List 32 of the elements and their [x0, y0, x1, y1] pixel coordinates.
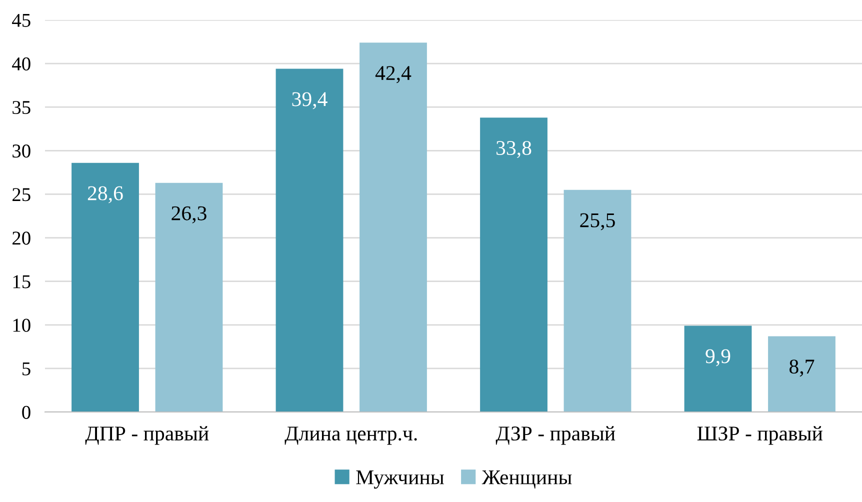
bar: [768, 336, 836, 412]
y-tick-label: 20: [12, 232, 30, 245]
x-tick-label: ДПР - правый: [85, 426, 209, 445]
data-label: 26,3: [172, 206, 206, 224]
bar: [564, 190, 632, 412]
y-tick-label: 40: [12, 57, 30, 70]
bar: [684, 326, 752, 412]
y-tick-label: 45: [12, 14, 30, 27]
x-tick-label: ДЗР - правый: [496, 426, 616, 445]
data-label: 25,5: [580, 213, 615, 230]
data-label: 33,8: [496, 140, 532, 158]
y-tick-label: 5: [22, 362, 30, 376]
x-tick-label: ШЗР - правый: [697, 426, 822, 445]
y-tick-label: 10: [13, 318, 30, 332]
bar: [276, 68, 344, 412]
data-label: 42,4: [375, 66, 412, 84]
y-tick-label: 0: [22, 406, 30, 419]
legend-label: Мужчины: [356, 470, 444, 489]
data-label: 28,6: [88, 186, 123, 204]
bar: [72, 162, 139, 412]
legend-label: Женщины: [482, 470, 572, 488]
x-tick-label: Длина центр.ч.: [284, 426, 417, 445]
bar: [155, 182, 223, 412]
bar: [360, 42, 427, 412]
y-tick-label: 30: [12, 144, 30, 158]
data-label: 39,4: [292, 92, 328, 110]
bar: [480, 118, 548, 412]
y-tick-label: 15: [13, 275, 30, 288]
y-tick-label: 35: [12, 100, 30, 114]
data-label: 8,7: [790, 360, 814, 377]
data-label: 9,9: [706, 349, 730, 366]
y-tick-label: 25: [12, 188, 30, 202]
